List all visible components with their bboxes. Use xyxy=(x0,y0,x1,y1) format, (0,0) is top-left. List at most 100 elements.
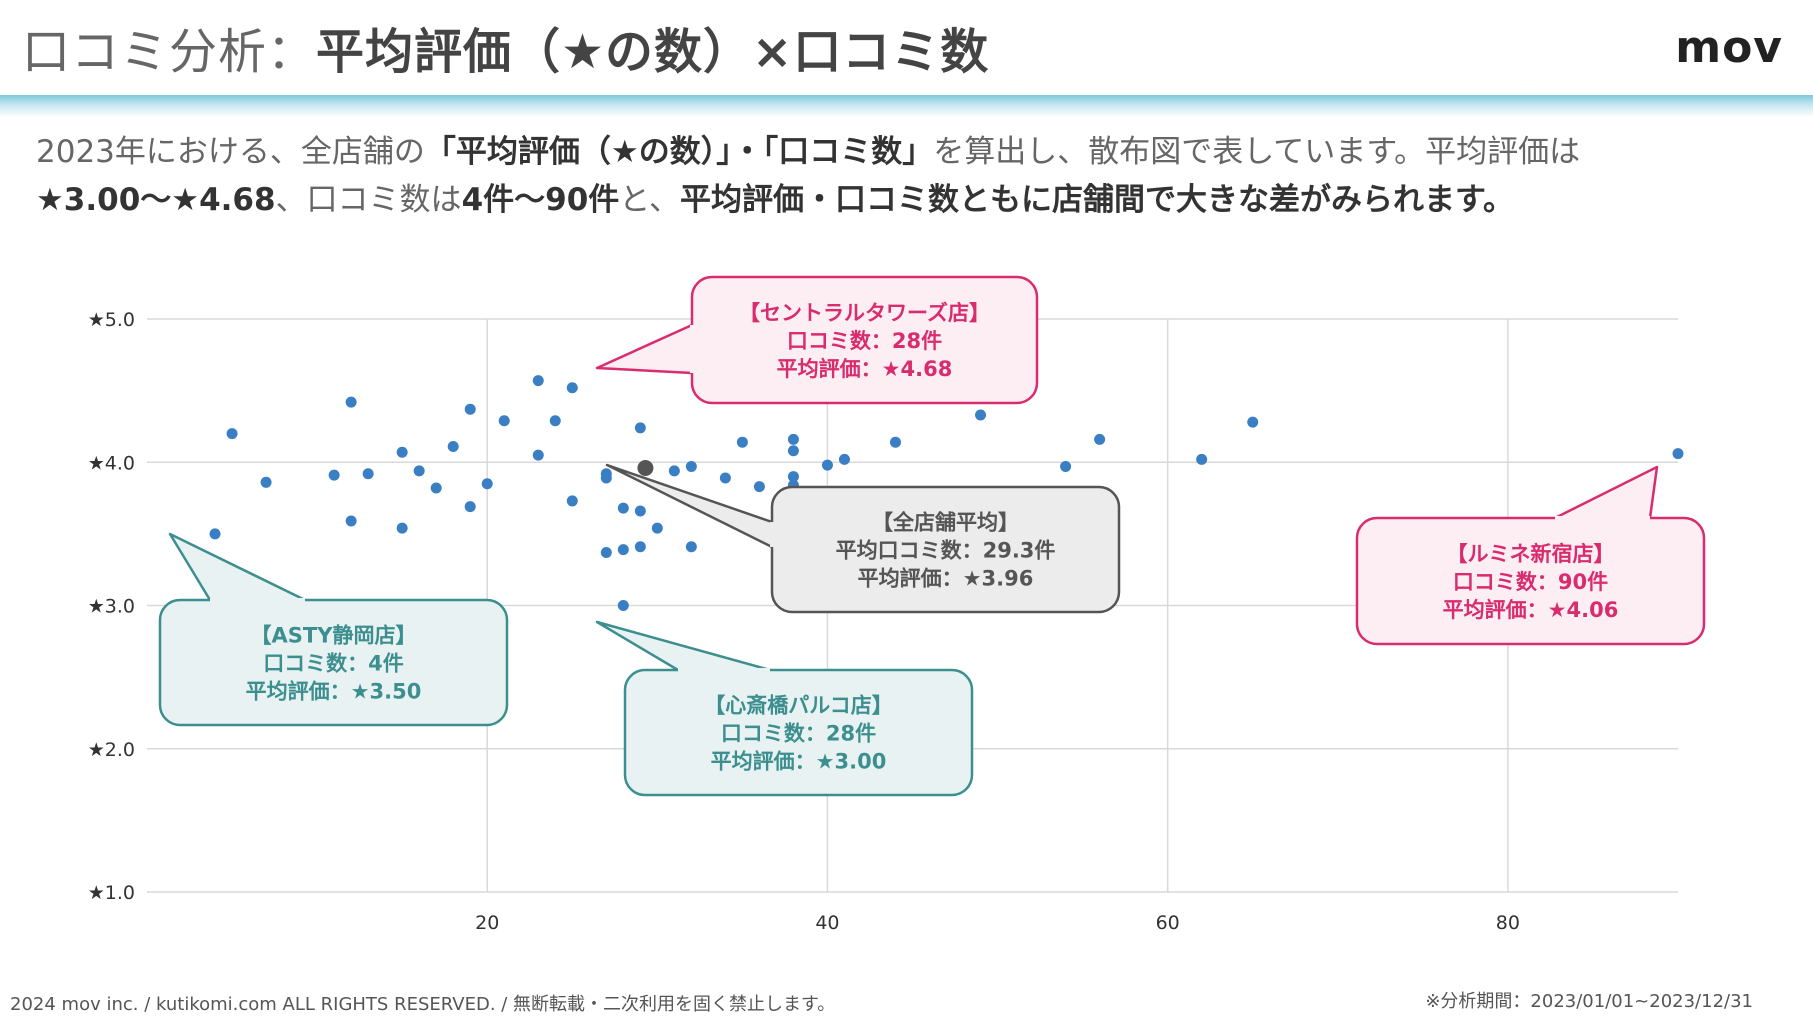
data-point xyxy=(1672,448,1684,460)
x-tick-label: 40 xyxy=(815,912,839,934)
data-point xyxy=(549,415,561,427)
data-point xyxy=(209,528,221,540)
data-point xyxy=(1094,433,1106,445)
callout-line: 平均評価：★3.96 xyxy=(858,567,1034,591)
data-point xyxy=(1196,453,1208,465)
data-point xyxy=(617,544,629,556)
callout-line: 平均評価：★3.50 xyxy=(246,680,422,704)
callout-tail xyxy=(605,463,773,549)
data-point xyxy=(396,446,408,458)
header-gradient-bar xyxy=(0,95,1813,117)
mov-logo: mov xyxy=(1675,22,1783,73)
callout-box xyxy=(158,598,509,727)
data-point xyxy=(651,522,663,534)
data-point xyxy=(617,502,629,514)
data-point xyxy=(532,375,544,387)
data-point xyxy=(600,546,612,558)
x-tick-label: 20 xyxy=(475,912,499,934)
callout-tail xyxy=(595,323,693,375)
description-bold-3: 4件〜90件 xyxy=(461,182,620,218)
callout-line: 平均評価：★4.06 xyxy=(1443,598,1619,622)
callout-line: 【セントラルタワーズ店】 xyxy=(739,301,990,325)
data-point xyxy=(719,472,731,484)
x-tick-label: 80 xyxy=(1496,912,1520,934)
callout-line: 【全店舗平均】 xyxy=(872,511,1019,535)
data-point xyxy=(787,471,799,483)
description-bold-2: ★3.00〜★4.68 xyxy=(36,182,276,218)
data-point xyxy=(787,433,799,445)
data-point xyxy=(685,541,697,553)
callout-line: 口コミ数：90件 xyxy=(1453,570,1608,594)
data-point xyxy=(498,415,510,427)
data-point xyxy=(753,481,765,493)
data-point xyxy=(600,472,612,484)
description-text-4: と、 xyxy=(619,182,681,218)
data-point xyxy=(617,600,629,611)
callout-tail xyxy=(168,532,306,602)
description-bold-1: 「平均評価（★の数）」・「口コミ数」 xyxy=(424,134,934,170)
footer-copyright: 2024 mov inc. / kutikomi.com ALL RIGHTS … xyxy=(10,994,836,1015)
data-point xyxy=(1247,416,1259,428)
data-point xyxy=(566,382,578,394)
data-point xyxy=(362,468,374,480)
description-text-1: 2023年における、全店舗の xyxy=(36,134,425,170)
callout-line: 【ASTY静岡店】 xyxy=(251,624,417,648)
x-tick-label: 60 xyxy=(1156,912,1180,934)
data-point xyxy=(1060,461,1072,473)
data-point xyxy=(634,505,646,517)
page-title: 口コミ分析：平均評価（★の数）×口コミ数 xyxy=(22,22,989,82)
y-tick-label: ★2.0 xyxy=(88,739,135,761)
data-point xyxy=(328,469,340,481)
data-point xyxy=(345,515,357,527)
data-point xyxy=(464,403,476,415)
data-point xyxy=(566,495,578,507)
callout-box xyxy=(1355,516,1706,646)
data-point xyxy=(685,461,697,473)
y-tick-label: ★3.0 xyxy=(88,596,135,618)
data-point xyxy=(736,436,748,448)
callout-line: 平均評価：★4.68 xyxy=(777,357,953,381)
data-point xyxy=(975,409,987,421)
data-point xyxy=(226,428,238,440)
callout-line: 【ルミネ新宿店】 xyxy=(1447,542,1615,566)
callout-box xyxy=(770,485,1121,614)
data-point xyxy=(413,465,425,477)
callout-line: 口コミ数：28件 xyxy=(721,722,876,746)
data-point xyxy=(634,422,646,434)
data-point xyxy=(396,522,408,534)
description: 2023年における、全店舗の「平均評価（★の数）」・「口コミ数」を算出し、散布図… xyxy=(36,128,1796,224)
data-point xyxy=(260,476,272,488)
data-point xyxy=(345,396,357,408)
data-point xyxy=(838,453,850,465)
page-title-main: 平均評価（★の数）×口コミ数 xyxy=(316,24,990,80)
data-point xyxy=(481,478,493,490)
callout-line: 平均口コミ数：29.3件 xyxy=(836,539,1056,563)
callout-line: 口コミ数：28件 xyxy=(787,329,942,353)
y-tick-label: ★1.0 xyxy=(88,882,135,904)
data-point xyxy=(430,482,442,494)
data-point xyxy=(464,501,476,513)
description-text-2: を算出し、散布図で表しています。平均評価は xyxy=(933,134,1581,170)
data-point xyxy=(889,436,901,448)
footer-analysis-period: ※分析期間：2023/01/01~2023/12/31 xyxy=(1425,991,1753,1012)
callout-line: 平均評価：★3.00 xyxy=(711,750,887,774)
tick-layer: ★1.0 ★2.0 ★3.0 ★4.0 ★5.0 20 40 60 80 xyxy=(88,309,1520,934)
data-point xyxy=(634,541,646,553)
scatter-chart: ★1.0 ★2.0 ★3.0 ★4.0 ★5.0 20 40 60 80 【セントラルタワーズ店… xyxy=(88,275,1706,934)
data-point xyxy=(668,465,680,477)
callout-line: 口コミ数：4件 xyxy=(263,652,404,676)
callout-tail xyxy=(595,620,771,672)
page-title-prefix: 口コミ分析： xyxy=(22,24,317,80)
y-tick-label: ★4.0 xyxy=(88,452,135,474)
data-point xyxy=(532,449,544,461)
header: 口コミ分析：平均評価（★の数）×口コミ数 mov xyxy=(0,0,1813,117)
description-bold-4: 平均評価・口コミ数ともに店舗間で大きな差がみられます。 xyxy=(680,182,1514,218)
average-point xyxy=(637,459,654,476)
y-tick-label: ★5.0 xyxy=(88,309,135,331)
callout-tail xyxy=(1554,465,1659,520)
